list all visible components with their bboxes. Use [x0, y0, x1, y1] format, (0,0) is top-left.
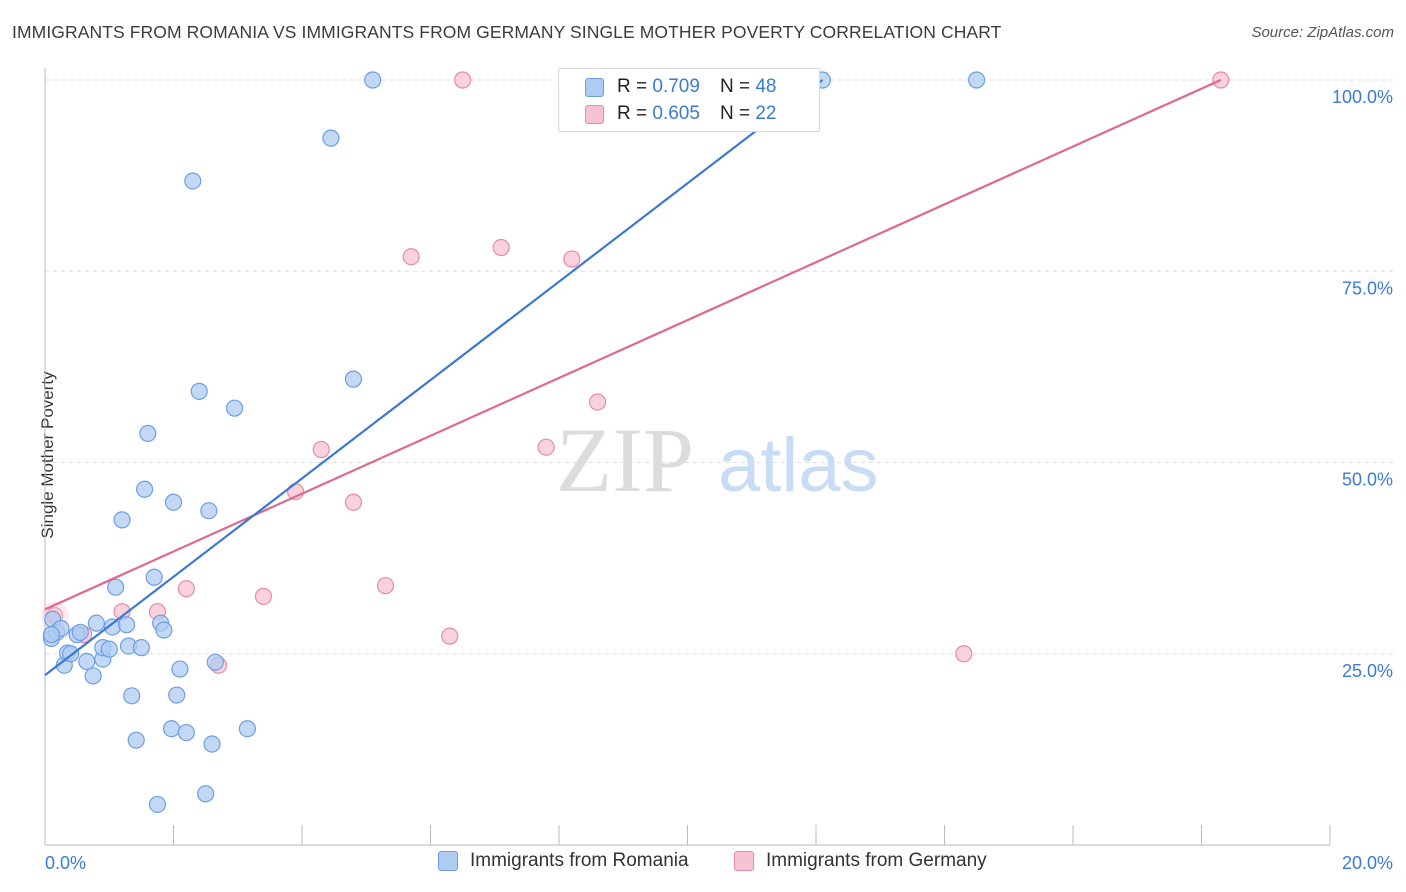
romania-point: [197, 785, 215, 803]
germany-point: [312, 440, 330, 459]
romania-point: [132, 639, 150, 657]
romania-point: [322, 129, 340, 147]
romania-point: [344, 370, 362, 388]
germany-point: [376, 577, 395, 595]
romania-trend-line: [44, 79, 824, 677]
legend-row-germany: R = 0.605 N = 22: [585, 101, 776, 127]
watermark-zip: ZIP: [556, 409, 694, 511]
legend-r-label: R =: [617, 76, 648, 97]
gridlines: [45, 79, 1395, 655]
legend-swatch-romania: [585, 77, 604, 97]
chart-title: IMMIGRANTS FROM ROMANIA VS IMMIGRANTS FR…: [12, 22, 1002, 42]
x-tick-label: 0.0%: [45, 853, 86, 873]
series-swatch-germany: [734, 851, 754, 871]
romania-point: [123, 687, 141, 705]
series-legend-label: Immigrants from Germany: [766, 850, 987, 871]
correlation-legend: R = 0.709 N = 48 R = 0.605 N = 22: [558, 68, 820, 132]
legend-r-value: 0.605: [652, 103, 700, 124]
romania-point: [162, 720, 181, 738]
trend-lines: [44, 78, 1222, 677]
germany-point: [441, 627, 459, 645]
germany-point: [177, 580, 195, 598]
romania-point: [238, 720, 256, 738]
series-legend-germany: Immigrants from Germany: [734, 850, 987, 872]
series-legend-label: Immigrants from Romania: [470, 850, 689, 871]
romania-point: [171, 660, 189, 678]
germany-point: [537, 438, 555, 456]
romania-point: [200, 502, 218, 520]
romania-point: [168, 686, 186, 704]
romania-point: [139, 424, 157, 443]
romania-point: [84, 667, 102, 685]
romania-point: [364, 71, 382, 89]
germany-point: [344, 493, 362, 511]
y-tick-label: 100.0%: [1332, 87, 1393, 107]
romania-point: [225, 399, 244, 417]
y-tick-label: 25.0%: [1342, 661, 1393, 681]
romania-point: [71, 623, 89, 641]
romania-point: [100, 640, 118, 658]
romania-point: [78, 652, 96, 671]
romania-point: [107, 578, 125, 596]
y-tick-label: 50.0%: [1342, 470, 1393, 490]
legend-n-value: 48: [755, 76, 777, 97]
germany-point: [454, 71, 472, 89]
legend-swatch-germany: [585, 104, 604, 124]
legend-n-label: N =: [719, 103, 751, 124]
legend-r-label: R =: [617, 103, 648, 124]
romania-point: [113, 511, 131, 529]
germany-point: [254, 587, 273, 605]
romania-point: [135, 480, 154, 498]
germany-point: [588, 393, 607, 411]
series-legend-romania: Immigrants from Romania: [438, 850, 689, 872]
axes: [44, 68, 1331, 846]
romania-point: [42, 626, 61, 644]
romania-point: [177, 723, 195, 742]
germany-point: [492, 238, 510, 257]
romania-point: [148, 795, 167, 814]
romania-point: [206, 653, 224, 671]
series-swatch-romania: [438, 851, 458, 871]
series-legend: Immigrants from Romania Immigrants from …: [0, 850, 1406, 878]
x-tick-label: 20.0%: [1342, 853, 1393, 873]
watermark-atlas: atlas: [718, 423, 879, 508]
romania-point: [190, 382, 208, 400]
legend-n-value: 22: [755, 103, 777, 124]
source-credit: Source: ZipAtlas.com: [1251, 24, 1394, 41]
germany-point: [402, 248, 420, 266]
watermark: ZIP atlas: [556, 409, 879, 511]
romania-point: [117, 616, 136, 634]
romania-point: [968, 71, 986, 89]
legend-row-romania: R = 0.709 N = 48: [585, 74, 776, 100]
romania-point: [155, 621, 173, 639]
germany-point: [563, 250, 581, 268]
tick-labels: 25.0% 50.0% 75.0% 100.0% 0.0% 20.0%: [45, 87, 1393, 873]
germany-points: [40, 71, 1230, 674]
romania-point: [164, 493, 183, 511]
romania-point: [203, 735, 221, 753]
romania-point: [145, 568, 163, 586]
romania-points: [42, 71, 986, 814]
romania-point: [127, 731, 145, 749]
legend-n-label: N =: [719, 76, 751, 97]
romania-point: [184, 172, 202, 190]
legend-r-value: 0.709: [652, 76, 700, 97]
germany-trend-line: [44, 78, 1222, 611]
romania-point: [87, 614, 106, 632]
y-tick-label: 75.0%: [1342, 278, 1393, 298]
germany-point: [955, 645, 973, 663]
